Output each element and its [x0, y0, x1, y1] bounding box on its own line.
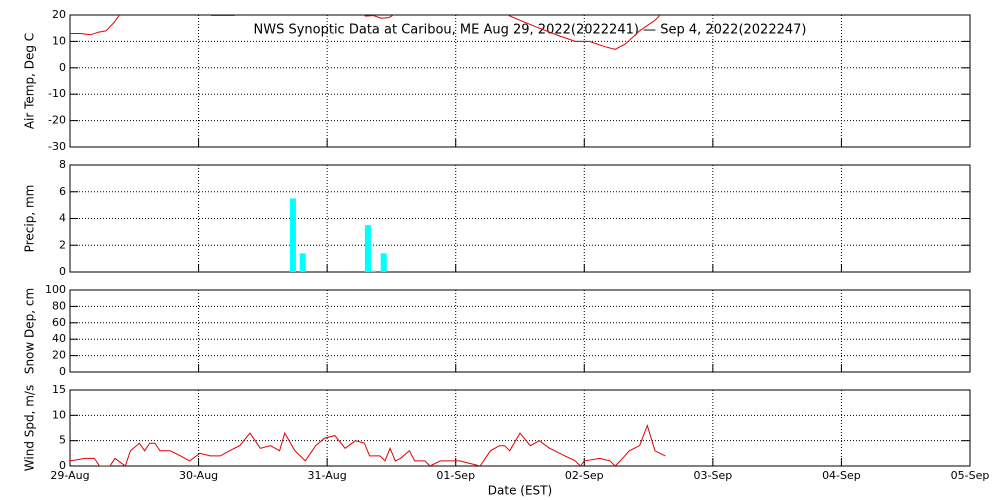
x-tick-label: 04-Sep	[822, 469, 861, 482]
y-tick-label: 0	[59, 61, 66, 74]
x-tick-label: 05-Sep	[951, 469, 990, 482]
y-tick-label: 6	[59, 185, 66, 198]
x-tick-label: 01-Sep	[436, 469, 475, 482]
y-tick-label: 4	[59, 212, 66, 225]
bar	[369, 270, 376, 272]
y-tick-label: 8	[59, 158, 66, 171]
y-tick-label: 100	[45, 283, 66, 296]
y-tick-label: 60	[52, 316, 66, 329]
y-tick-label: 2	[59, 238, 66, 251]
x-tick-label: 31-Aug	[308, 469, 347, 482]
y-tick-label: 20	[52, 349, 66, 362]
y-tick-label: 0	[59, 265, 66, 278]
bar	[289, 198, 296, 272]
panel-frame	[69, 289, 971, 373]
y-tick-label: 0	[59, 365, 66, 378]
y-tick-label: 0	[59, 459, 66, 472]
bar	[380, 253, 387, 272]
x-tick-label: 29-Aug	[50, 469, 89, 482]
y-axis-label: Wind Spd, m/s	[23, 385, 37, 471]
x-axis-label: Date (EST)	[488, 484, 552, 498]
x-tick-label: 30-Aug	[179, 469, 218, 482]
plot-area	[70, 423, 666, 466]
y-axis-label: Precip, mm	[23, 185, 37, 253]
line	[70, 423, 666, 466]
y-tick-label: 15	[52, 383, 66, 396]
bar	[364, 225, 371, 272]
x-tick-label: 03-Sep	[694, 469, 733, 482]
x-tick-label: 02-Sep	[565, 469, 604, 482]
line	[70, 15, 661, 50]
y-axis-label: Air Temp, Deg C	[23, 33, 37, 129]
y-tick-label: 20	[52, 8, 66, 21]
plot-area	[289, 198, 387, 272]
y-tick-label: -20	[48, 114, 66, 127]
y-tick-label: 10	[52, 408, 66, 421]
y-tick-label: 10	[52, 34, 66, 47]
bar	[299, 253, 306, 272]
y-axis-label: Snow Dep, cm	[23, 288, 37, 374]
y-tick-label: -10	[48, 87, 66, 100]
y-tick-label: 5	[59, 434, 66, 447]
chart-title: NWS Synoptic Data at Caribou, ME Aug 29,…	[254, 23, 807, 38]
plot-area	[70, 15, 661, 50]
y-tick-label: 80	[52, 299, 66, 312]
y-tick-label: 40	[52, 332, 66, 345]
y-tick-label: -30	[48, 140, 66, 153]
